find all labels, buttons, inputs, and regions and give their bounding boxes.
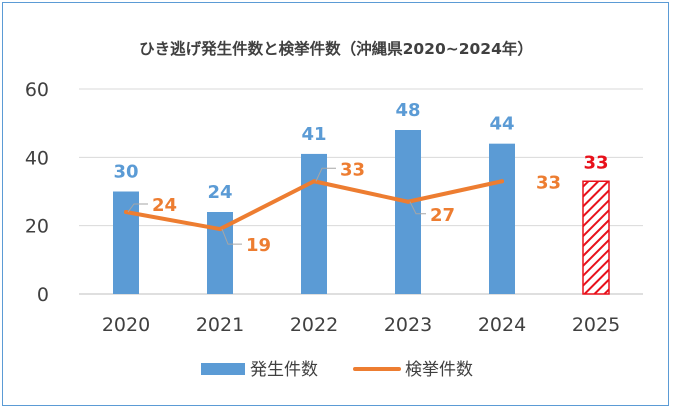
chart-title: ひき逃げ発生件数と検挙件数（沖縄県2020~2024年） bbox=[139, 39, 533, 58]
highlight-bar bbox=[582, 180, 610, 295]
bar bbox=[113, 191, 139, 294]
line-data-label: 33 bbox=[340, 159, 365, 180]
legend-swatch-bar bbox=[201, 363, 245, 375]
y-tick-label: 40 bbox=[25, 147, 49, 169]
chart: ひき逃げ発生件数と検挙件数（沖縄県2020~2024年） 0 20 40 60 30 2… bbox=[25, 39, 643, 380]
line-point bbox=[218, 227, 222, 232]
bar bbox=[395, 130, 421, 294]
line-data-label: 19 bbox=[246, 235, 271, 256]
bar bbox=[301, 153, 327, 294]
bar-data-label: 44 bbox=[489, 114, 514, 135]
leader-line bbox=[409, 201, 426, 215]
bar-data-label: 48 bbox=[395, 100, 420, 121]
x-tick-label: 2023 bbox=[384, 314, 432, 336]
bar-data-label: 41 bbox=[301, 124, 326, 145]
bar-data-label: 30 bbox=[113, 162, 138, 183]
highlight-data-label: 33 bbox=[583, 152, 608, 173]
y-tick-label: 0 bbox=[37, 284, 49, 306]
bar-data-label: 24 bbox=[207, 182, 232, 203]
line-point bbox=[500, 179, 504, 184]
line-point bbox=[406, 199, 410, 204]
leader-line bbox=[221, 228, 242, 245]
x-tick-label: 2021 bbox=[196, 314, 244, 336]
chart-frame: ひき逃げ発生件数と検挙件数（沖縄県2020~2024年） 0 20 40 60 30 2… bbox=[2, 2, 669, 406]
x-tick-label: 2020 bbox=[102, 314, 150, 336]
line-point bbox=[312, 179, 316, 184]
legend-label: 検挙件数 bbox=[405, 360, 473, 380]
x-tick-label: 2024 bbox=[478, 314, 526, 336]
legend-label: 発生件数 bbox=[250, 360, 318, 380]
y-tick-label: 60 bbox=[25, 79, 49, 101]
line-data-label: 24 bbox=[152, 195, 177, 216]
line-point bbox=[124, 210, 128, 214]
line-data-label: 33 bbox=[536, 172, 561, 193]
x-tick-label: 2025 bbox=[572, 314, 620, 336]
bar bbox=[489, 143, 515, 294]
y-tick-label: 20 bbox=[25, 216, 49, 238]
leader-line bbox=[315, 167, 336, 182]
leader-line bbox=[127, 203, 148, 213]
line-data-label: 27 bbox=[430, 205, 455, 226]
x-tick-label: 2022 bbox=[290, 314, 338, 336]
